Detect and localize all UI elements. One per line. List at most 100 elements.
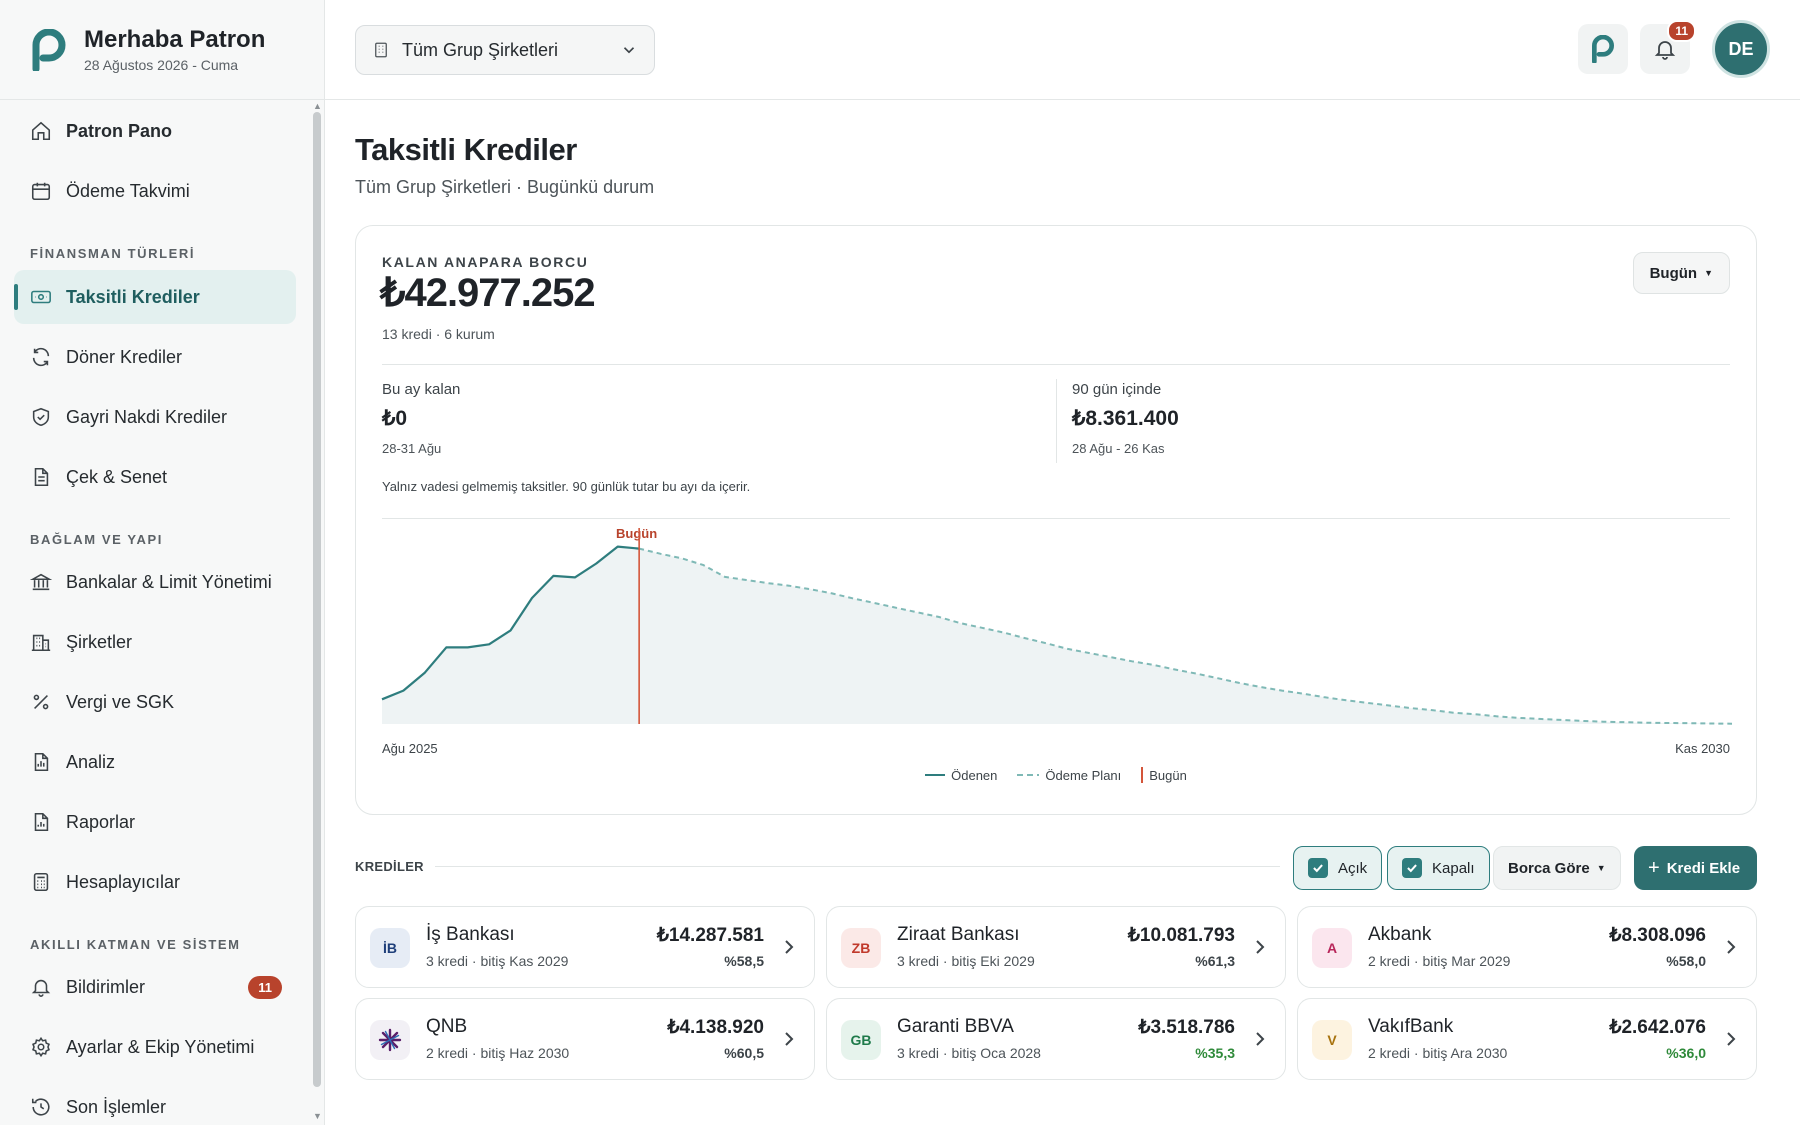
sidebar-item-analiz[interactable]: Analiz	[14, 735, 296, 789]
bank-loan-meta: 3 kredi · bitiş Eki 2029	[897, 953, 1035, 969]
greeting-title: Merhaba Patron	[84, 26, 266, 53]
add-loan-label: Kredi Ekle	[1666, 859, 1741, 877]
month-remaining-value: ₺0	[382, 407, 408, 430]
sidebar-item-vergi-sgk[interactable]: Vergi ve SGK	[14, 675, 296, 729]
report-icon	[30, 811, 52, 833]
bank-debt-percentage: %58,5	[724, 953, 764, 969]
top-bar: Tüm Grup Şirketleri 11 DE	[325, 0, 1800, 100]
sidebar-item-sirketler[interactable]: Şirketler	[14, 615, 296, 669]
loans-section-label: KREDİLER	[355, 859, 424, 874]
bank-loan-meta: 3 kredi · bitiş Oca 2028	[897, 1045, 1041, 1061]
bank-name: Garanti BBVA	[897, 1016, 1014, 1037]
legend-swatch	[1017, 774, 1040, 776]
gear-icon	[30, 1036, 52, 1058]
bank-debt-amount: ₺4.138.920	[667, 1017, 764, 1038]
legend-item-plan: Ödeme Planı	[1017, 767, 1121, 783]
sidebar-item-gayri-nakdi[interactable]: Gayri Nakdi Krediler	[14, 390, 296, 444]
bank-debt-amount: ₺8.308.096	[1609, 925, 1706, 946]
sidebar-scroll-thumb[interactable]	[313, 112, 321, 1087]
sidebar-item-hesaplayicilar[interactable]: Hesaplayıcılar	[14, 855, 296, 909]
bank-debt-percentage: %36,0	[1666, 1045, 1706, 1061]
qnb-logo-icon	[378, 1028, 402, 1052]
building-icon	[30, 631, 52, 653]
refresh-icon	[30, 346, 52, 368]
bell-icon	[30, 976, 52, 998]
bank-card[interactable]: V VakıfBank 2 kredi · bitiş Ara 2030 ₺2.642…	[1297, 998, 1757, 1080]
sidebar-item-cek-senet[interactable]: Çek & Senet	[14, 450, 296, 504]
legend-item-paid: Ödenen	[925, 767, 997, 783]
notification-badge: 11	[1667, 20, 1696, 42]
sort-dropdown[interactable]: Borca Göre ▼	[1493, 846, 1621, 890]
series-line-paid	[381, 545, 640, 701]
series-line-payment-plan	[638, 547, 1733, 725]
bank-card[interactable]: A Akbank 2 kredi · bitiş Mar 2029 ₺8.308.09…	[1297, 906, 1757, 988]
scroll-up-arrow-icon[interactable]: ▲	[313, 101, 322, 111]
document-icon	[30, 466, 52, 488]
x-axis-start-label: Ağu 2025	[382, 741, 438, 756]
checkbox-checked-icon	[1402, 858, 1422, 878]
bank-card[interactable]: QNB 2 kredi · bitiş Haz 2030 ₺4.138.920 %60…	[355, 998, 815, 1080]
brand-logo-icon	[32, 28, 66, 71]
chevron-right-icon	[785, 940, 794, 954]
bank-name: VakıfBank	[1368, 1016, 1454, 1037]
app-logo-button[interactable]	[1578, 24, 1628, 74]
sidebar-item-label: Son İşlemler	[66, 1096, 167, 1117]
divider	[382, 518, 1730, 519]
sidebar-item-bildirimler[interactable]: Bildirimler 11	[14, 960, 296, 1014]
user-avatar[interactable]: DE	[1712, 20, 1770, 78]
bank-icon	[30, 571, 52, 593]
sidebar-item-ayarlar[interactable]: Ayarlar & Ekip Yönetimi	[14, 1020, 296, 1074]
sidebar-item-label: Şirketler	[66, 631, 133, 652]
section-akilli-katman: AKILLI KATMAN VE SİSTEM	[30, 937, 241, 952]
sidebar-item-doner-krediler[interactable]: Döner Krediler	[14, 330, 296, 384]
bank-card[interactable]: ZB Ziraat Bankası 3 kredi · bitiş Eki 2029…	[826, 906, 1286, 988]
brand-logo-icon	[1592, 35, 1614, 63]
caret-down-icon: ▼	[1704, 268, 1713, 278]
bank-name: Akbank	[1368, 924, 1432, 945]
debt-summary-card: KALAN ANAPARA BORCU ₺42.977.252 13 kredi…	[355, 225, 1757, 815]
section-finansman-turleri: FİNANSMAN TÜRLERİ	[30, 246, 196, 261]
sidebar-item-odeme-takvimi[interactable]: Ödeme Takvimi	[14, 164, 296, 218]
chevron-right-icon	[1256, 1032, 1265, 1046]
month-remaining-range: 28-31 Ağu	[382, 441, 442, 456]
sidebar-item-label: Bildirimler	[66, 976, 146, 997]
date-range-dropdown[interactable]: Bugün ▼	[1632, 252, 1730, 294]
company-selector[interactable]: Tüm Grup Şirketleri	[355, 25, 655, 75]
section-divider	[435, 866, 1280, 867]
legend-item-today: Bugün	[1141, 767, 1187, 783]
today-marker-label: Bugün	[616, 526, 658, 541]
sidebar-item-bankalar[interactable]: Bankalar & Limit Yönetimi	[14, 555, 296, 609]
divider	[382, 364, 1730, 365]
sidebar-item-label: Taksitli Krediler	[66, 286, 200, 307]
sidebar-item-son-islemler[interactable]: Son İşlemler	[14, 1080, 296, 1125]
chart-file-icon	[30, 751, 52, 773]
bank-debt-percentage: %35,3	[1195, 1045, 1235, 1061]
sidebar-item-patron-pano[interactable]: Patron Pano	[14, 104, 296, 158]
x-axis-end-label: Kas 2030	[1675, 741, 1730, 756]
filter-open-checkbox[interactable]: Açık	[1293, 846, 1383, 890]
legend-label: Bugün	[1149, 767, 1187, 783]
bank-card[interactable]: İB İş Bankası 3 kredi · bitiş Kas 2029 ₺14.…	[355, 906, 815, 988]
filter-closed-checkbox[interactable]: Kapalı	[1387, 846, 1490, 890]
sidebar-item-label: Vergi ve SGK	[66, 691, 175, 712]
bank-debt-amount: ₺10.081.793	[1127, 925, 1235, 946]
company-selector-value: Tüm Grup Şirketleri	[402, 39, 559, 60]
bank-name: İş Bankası	[426, 924, 515, 945]
filter-open-label: Açık	[1338, 859, 1368, 877]
bank-logo: İB	[370, 928, 410, 968]
ninety-days-value: ₺8.361.400	[1072, 407, 1179, 430]
notifications-button[interactable]: 11	[1640, 20, 1696, 74]
remaining-principal-value: ₺42.977.252	[380, 271, 596, 315]
sidebar-item-label: Ayarlar & Ekip Yönetimi	[66, 1036, 255, 1057]
sidebar-item-taksitli-krediler[interactable]: Taksitli Krediler	[14, 270, 296, 324]
bank-card[interactable]: GB Garanti BBVA 3 kredi · bitiş Oca 2028 ₺3…	[826, 998, 1286, 1080]
bank-debt-amount: ₺2.642.076	[1609, 1017, 1706, 1038]
bank-logo: A	[1312, 928, 1352, 968]
add-loan-button[interactable]: + Kredi Ekle	[1634, 846, 1757, 890]
scroll-down-arrow-icon[interactable]: ▼	[313, 1111, 322, 1121]
calculator-icon	[30, 871, 52, 893]
sidebar-item-raporlar[interactable]: Raporlar	[14, 795, 296, 849]
shield-check-icon	[30, 406, 52, 428]
kpi-label: KALAN ANAPARA BORCU	[382, 254, 589, 270]
bank-debt-percentage: %58,0	[1666, 953, 1706, 969]
